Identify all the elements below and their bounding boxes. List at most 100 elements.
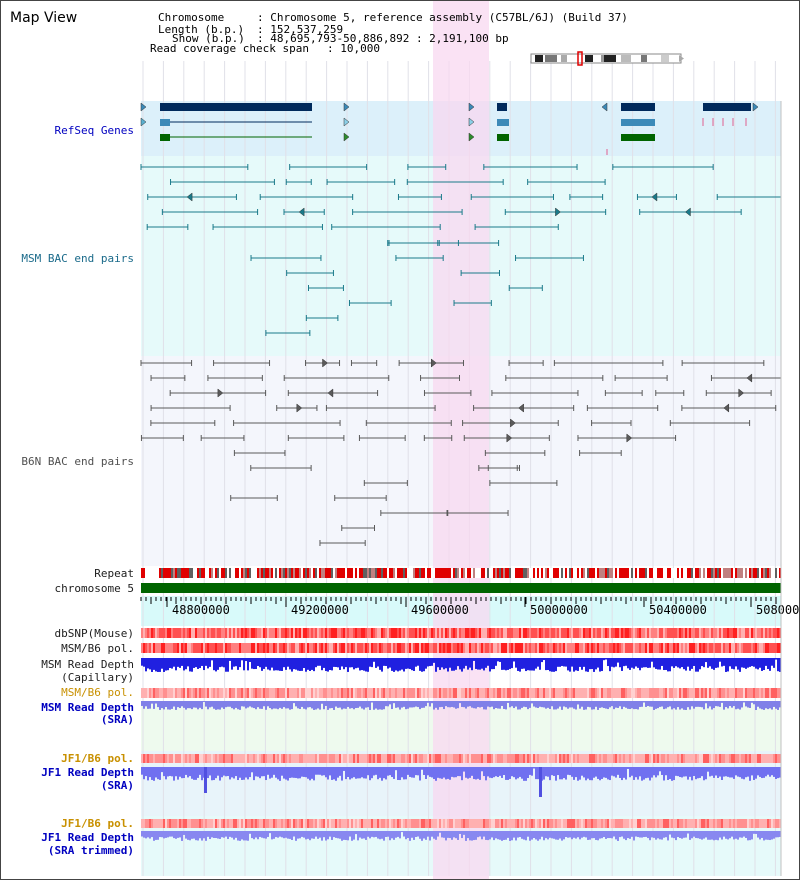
jf1-b6-pol-heat-2 xyxy=(291,819,293,828)
dbsnp-heat xyxy=(187,628,189,638)
track-label-msm-b6-pol-2[interactable]: MSM/B6 pol. xyxy=(61,686,134,699)
track-label-msm-bac[interactable]: MSM BAC end pairs xyxy=(21,252,134,265)
msm-capillary-depth-bar xyxy=(625,658,627,666)
msm-b6-pol-heat xyxy=(483,643,485,653)
dbsnp-heat xyxy=(279,628,281,638)
msm-b6-pol-heat xyxy=(639,643,641,653)
jf1-b6-pol-heat xyxy=(463,754,465,763)
msm-b6-pol-heat-2 xyxy=(319,688,321,698)
jf1-sra-depth-bar xyxy=(309,767,311,781)
dbsnp-heat xyxy=(459,628,461,638)
msm-sra-depth-bar xyxy=(565,701,567,708)
jf1-trimmed-depth-bar xyxy=(775,831,777,838)
msm-capillary-depth-bar xyxy=(525,658,527,672)
track-label-b6n-bac[interactable]: B6N BAC end pairs xyxy=(21,455,134,468)
msm-capillary-depth-bar xyxy=(169,658,171,669)
track-label-jf1-depth-trimmed[interactable]: JF1 Read Depth xyxy=(41,831,134,844)
jf1-b6-pol-heat-2 xyxy=(463,819,465,828)
track-label-jf1-b6-pol-2[interactable]: JF1/B6 pol. xyxy=(61,817,134,830)
msm-b6-pol-heat xyxy=(703,643,705,653)
msm-b6-pol-heat xyxy=(637,643,639,653)
jf1-sra-depth-bar xyxy=(733,767,735,779)
msm-sra-depth-bar xyxy=(259,701,261,709)
msm-sra-depth-bar xyxy=(467,701,469,707)
msm-b6-pol-heat xyxy=(205,643,207,653)
msm-b6-pol-heat-2 xyxy=(737,688,739,698)
msm-b6-pol-heat xyxy=(545,643,547,653)
dbsnp-heat xyxy=(443,628,445,638)
repeat-block xyxy=(667,568,669,578)
dbsnp-heat xyxy=(249,628,251,638)
dbsnp-heat xyxy=(405,628,407,638)
dbsnp-heat xyxy=(233,628,235,638)
msm-sra-depth-bar xyxy=(379,701,381,710)
msm-b6-pol-heat xyxy=(475,643,477,653)
track-label-repeat[interactable]: Repeat xyxy=(94,567,134,580)
msm-capillary-depth-bar xyxy=(215,658,217,672)
jf1-sra-depth-bar xyxy=(399,767,401,781)
jf1-b6-pol-heat-2 xyxy=(161,819,163,828)
jf1-sra-depth-bar xyxy=(427,767,429,776)
msm-b6-pol-heat xyxy=(521,643,523,653)
jf1-trimmed-depth-bar xyxy=(595,831,597,840)
msm-capillary-depth-bar xyxy=(203,658,205,671)
msm-sra-depth-bar xyxy=(231,701,233,709)
repeat-block xyxy=(333,568,335,578)
msm-sra-depth-bar xyxy=(427,701,429,703)
msm-capillary-depth-bar xyxy=(483,658,485,671)
jf1-b6-pol-heat-2 xyxy=(613,819,615,828)
jf1-sra-depth-bar xyxy=(289,767,291,778)
jf1-b6-pol-heat xyxy=(409,754,411,763)
jf1-b6-pol-heat-2 xyxy=(147,819,149,828)
jf1-trimmed-depth-bar xyxy=(375,831,377,837)
track-label-jf1-depth-sra[interactable]: JF1 Read Depth xyxy=(41,766,134,779)
jf1-sra-depth-bar xyxy=(315,767,317,775)
jf1-b6-pol-heat-2 xyxy=(245,819,247,828)
b6n-bac-pair-end xyxy=(217,388,224,398)
repeat-block xyxy=(505,568,507,578)
msm-capillary-depth-bar xyxy=(741,658,743,668)
dbsnp-heat xyxy=(287,628,289,638)
jf1-b6-pol-heat-2 xyxy=(679,819,681,828)
msm-b6-pol-heat xyxy=(579,643,581,653)
dbsnp-heat xyxy=(245,628,247,638)
jf1-trimmed-depth-bar xyxy=(735,831,737,839)
track-label-msm-depth-sra[interactable]: MSM Read Depth xyxy=(41,701,134,714)
dbsnp-heat xyxy=(155,628,157,638)
dbsnp-heat xyxy=(415,628,417,638)
jf1-b6-pol-heat xyxy=(205,754,207,763)
jf1-trimmed-depth-bar xyxy=(353,831,355,840)
jf1-b6-pol-heat-2 xyxy=(405,819,407,828)
jf1-sra-depth-bar xyxy=(201,767,203,781)
msm-capillary-depth-bar xyxy=(443,658,445,670)
jf1-trimmed-depth-bar xyxy=(691,831,693,839)
repeat-block xyxy=(269,568,271,578)
msm-sra-depth-bar xyxy=(275,701,277,709)
track-label-msm-b6-pol-1[interactable]: MSM/B6 pol. xyxy=(61,642,134,655)
msm-sra-depth-bar xyxy=(601,701,603,708)
track-label-dbsnp[interactable]: dbSNP(Mouse) xyxy=(54,627,134,640)
msm-sra-depth-bar xyxy=(193,701,195,708)
track-label-chromosome[interactable]: chromosome 5 xyxy=(54,582,134,595)
track-label-jf1-b6-pol-1[interactable]: JF1/B6 pol. xyxy=(61,752,134,765)
msm-capillary-depth-bar xyxy=(687,658,689,667)
msm-capillary-depth-bar xyxy=(617,658,619,663)
msm-b6-pol-heat xyxy=(311,643,313,653)
jf1-b6-pol-heat-2 xyxy=(141,819,143,828)
jf1-b6-pol-heat xyxy=(241,754,243,763)
jf1-b6-pol-heat xyxy=(465,754,467,763)
msm-sra-depth-bar xyxy=(387,701,389,707)
msm-sra-depth-bar xyxy=(539,701,541,707)
track-label-refseq-genes[interactable]: RefSeq Genes xyxy=(54,124,134,137)
repeat-block xyxy=(167,568,169,578)
jf1-b6-pol-heat xyxy=(383,754,385,763)
track-label-msm-depth-capillary[interactable]: MSM Read Depth xyxy=(41,658,134,671)
msm-b6-pol-heat xyxy=(583,643,585,653)
jf1-b6-pol-heat-2 xyxy=(351,819,353,828)
msm-capillary-depth-bar xyxy=(411,658,413,671)
msm-b6-pol-heat xyxy=(429,643,431,653)
msm-b6-pol-heat xyxy=(491,643,493,653)
repeat-block xyxy=(469,568,471,578)
msm-sra-depth-bar xyxy=(161,701,163,709)
